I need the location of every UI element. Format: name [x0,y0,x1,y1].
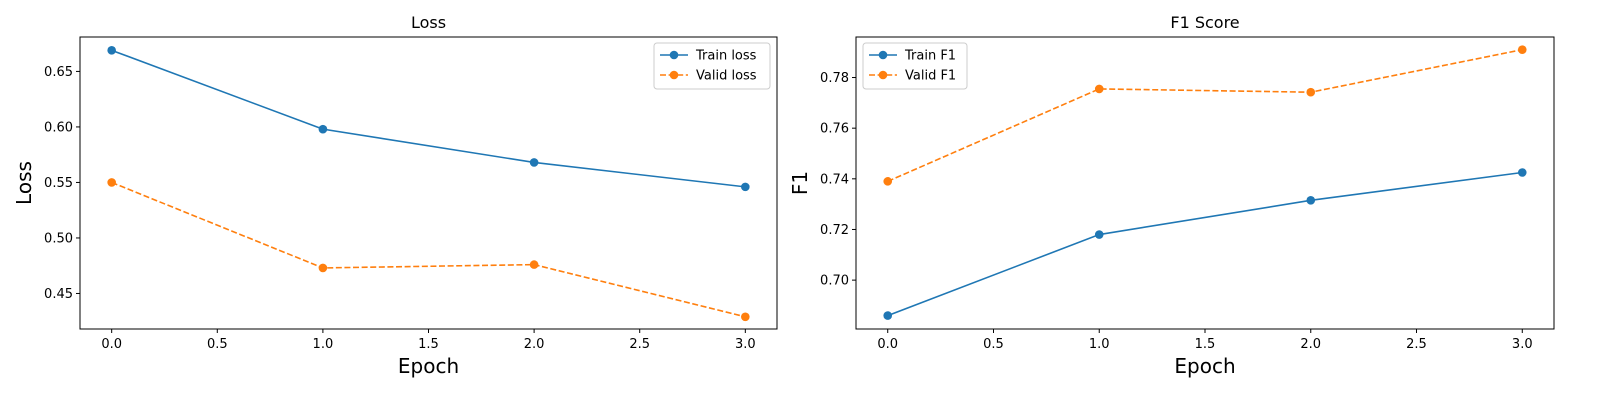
plot-frame [855,36,1555,330]
x-tick-label: 0.5 [207,337,228,352]
data-point [1517,168,1527,177]
plot-frame [79,36,778,330]
data-point [1094,230,1104,239]
x-axis-label: Epoch [1174,354,1235,378]
legend-marker [878,70,888,80]
x-tick-label: 1.0 [1089,337,1110,352]
f1-score-panel: F1 Score 0.0 0.5 1.0 1.5 2.0 2.5 3.0 0.70 0.72 0.7… [788,13,1555,378]
data-point [883,177,893,186]
x-tick-label: 3.0 [1512,337,1533,352]
y-tick-label: 0.50 [44,231,73,246]
y-tick-label: 0.65 [44,65,73,80]
y-tick-label: 0.78 [820,71,849,86]
data-point [529,260,539,269]
data-point [107,46,116,55]
data-point [741,312,750,322]
series-line [111,181,746,318]
y-tick-label: 0.76 [820,122,849,137]
x-tick-label: 2.0 [1300,337,1321,352]
data-point [1094,84,1104,94]
data-point [529,158,539,167]
y-tick-label: 0.55 [44,176,73,191]
legend-label: Valid F1 [905,69,956,84]
series-line [887,171,1523,317]
x-tick-label: 0.5 [983,337,1004,352]
legend-marker [878,50,888,60]
x-tick-label: 3.0 [735,337,756,352]
series-line [111,49,746,188]
chart-title: F1 Score [1170,13,1239,32]
y-axis-label: F1 [788,171,812,195]
y-tick-label: 0.45 [44,287,73,302]
legend-marker [669,70,679,80]
data-point [1306,87,1316,97]
legend-label: Train loss [695,49,757,64]
x-tick-label: 1.5 [1195,337,1216,352]
loss-panel: Loss 0.0 0.5 1.0 1.5 2.0 2.5 3.0 0.45 0.50 0.55 0.6… [12,13,778,378]
legend-label: Train F1 [904,49,956,64]
data-point [1517,45,1527,54]
data-point [1306,196,1316,205]
x-tick-label: 1.0 [313,337,334,352]
y-tick-label: 0.70 [820,274,849,289]
data-point [318,124,328,134]
x-tick-label: 0.0 [101,337,122,352]
legend: Train F1 Valid F1 [862,42,968,90]
x-tick-label: 0.0 [877,337,898,352]
data-point [741,182,750,192]
legend-marker [669,50,679,60]
x-tick-label: 2.5 [1406,337,1427,352]
x-tick-label: 2.5 [629,337,650,352]
y-tick-label: 0.74 [820,172,849,187]
y-tick-label: 0.60 [44,120,73,135]
y-axis-label: Loss [12,161,36,205]
x-tick-label: 2.0 [524,337,545,352]
data-point [107,178,116,187]
data-point [883,311,893,320]
series-line [887,48,1523,183]
x-tick-label: 1.5 [418,337,439,352]
legend-label: Valid loss [696,69,757,84]
chart-title: Loss [411,13,446,32]
x-axis-label: Epoch [398,354,459,378]
data-point [318,263,328,273]
y-tick-label: 0.72 [820,223,849,238]
legend: Train loss Valid loss [653,42,771,90]
